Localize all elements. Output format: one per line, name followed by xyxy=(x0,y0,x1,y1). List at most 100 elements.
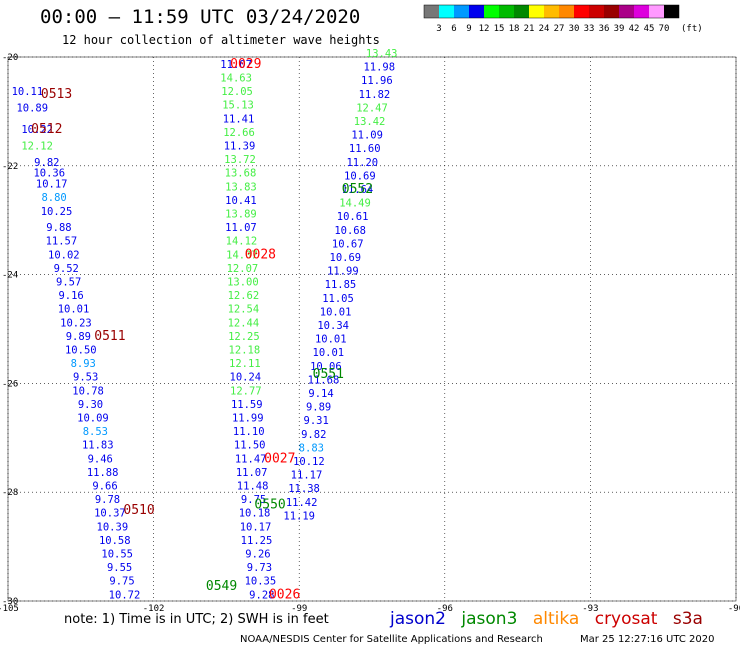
swh-value: 10.12 xyxy=(293,456,325,468)
swh-value: 14.07 xyxy=(226,249,258,261)
x-tick-label: -99 xyxy=(291,604,307,614)
swh-value: 10.17 xyxy=(36,179,68,191)
pass-label: 0026 xyxy=(269,587,300,602)
colorbar-tick-label: 30 xyxy=(569,24,580,34)
swh-value: 12.47 xyxy=(356,102,388,114)
swh-value: 10.01 xyxy=(315,334,347,346)
colorbar-tick-label: 9 xyxy=(466,24,471,34)
colorbar-tick-label: 12 xyxy=(479,24,490,34)
swh-value: 11.10 xyxy=(233,426,265,438)
colorbar-tick-label: 27 xyxy=(554,24,565,34)
swh-value: 8.93 xyxy=(71,358,96,370)
swh-value: 11.07 xyxy=(220,59,252,71)
x-tick-label: -93 xyxy=(582,604,598,614)
swh-value: 11.85 xyxy=(325,279,357,291)
legend-altika: altika xyxy=(532,609,580,629)
swh-value: 9.46 xyxy=(88,453,113,465)
swh-value: 13.72 xyxy=(224,154,256,166)
swh-value: 10.61 xyxy=(337,211,369,223)
colorbar-tick-label: 33 xyxy=(584,24,595,34)
swh-value: 9.75 xyxy=(109,576,134,588)
swh-value: 10.39 xyxy=(97,521,129,533)
swh-value: 11.25 xyxy=(241,535,273,547)
swh-value: 11.60 xyxy=(349,143,381,155)
colorbar-swatch xyxy=(454,5,469,18)
swh-value: 10.01 xyxy=(320,306,352,318)
swh-value: 9.75 xyxy=(241,494,266,506)
swh-value: 11.99 xyxy=(232,412,264,424)
swh-value: 10.01 xyxy=(313,347,345,359)
swh-value: 9.28 xyxy=(249,589,274,601)
swh-value: 11.68 xyxy=(308,374,340,386)
swh-value: 9.82 xyxy=(301,429,326,441)
swh-value: 11.83 xyxy=(82,440,114,452)
swh-value: 9.14 xyxy=(308,388,333,400)
swh-value: 9.30 xyxy=(78,399,103,411)
colorbar-swatch xyxy=(664,5,679,18)
swh-value: 13.43 xyxy=(366,48,398,60)
swh-value: 9.53 xyxy=(73,372,98,384)
swh-value: 9.82 xyxy=(34,157,59,169)
swh-value: 10.55 xyxy=(101,548,133,560)
swh-value: 14.63 xyxy=(220,72,252,84)
colorbar-swatch xyxy=(439,5,454,18)
pass-label: 0028 xyxy=(245,247,276,262)
swh-value: 9.57 xyxy=(56,276,81,288)
swh-value: 11.39 xyxy=(224,140,256,152)
colorbar-swatch xyxy=(424,5,439,18)
colorbar-swatch xyxy=(574,5,589,18)
pass-label: 0552 xyxy=(342,182,373,197)
swh-value: 11.59 xyxy=(231,399,263,411)
swh-value: 12.18 xyxy=(229,344,261,356)
colorbar-tick-label: 6 xyxy=(451,24,456,34)
swh-value: 10.09 xyxy=(77,412,109,424)
colorbar-swatch xyxy=(499,5,514,18)
swh-value: 10.72 xyxy=(109,589,141,601)
swh-value: 9.89 xyxy=(66,331,91,343)
swh-value: 10.23 xyxy=(60,317,92,329)
swh-value: 11.50 xyxy=(234,440,266,452)
pass-label: 0510 xyxy=(123,503,154,518)
pass-label: 0551 xyxy=(313,367,344,382)
swh-value: 13.42 xyxy=(354,116,386,128)
swh-value: 13.68 xyxy=(225,168,257,180)
swh-value: 10.36 xyxy=(33,168,65,180)
swh-value: 11.07 xyxy=(236,467,268,479)
swh-value: 8.83 xyxy=(299,442,324,454)
swh-value: 10.02 xyxy=(48,249,80,261)
swh-value: 11.47 xyxy=(235,453,267,465)
swh-value: 12.12 xyxy=(21,140,53,152)
footer-note: note: 1) Time is in UTC; 2) SWH is in fe… xyxy=(64,612,329,627)
swh-value: 14.49 xyxy=(339,198,371,210)
colorbar-tick-label: 70 xyxy=(659,24,670,34)
pass-label: 0512 xyxy=(31,122,62,137)
colorbar-swatch xyxy=(619,5,634,18)
colorbar: 3 6 9 12 15 18 21 24 27 30 33 36 39 42 45 70 (ft) xyxy=(423,4,703,34)
colorbar-swatch xyxy=(604,5,619,18)
footer-credit: NOAA/NESDIS Center for Satellite Applica… xyxy=(240,634,543,645)
x-tick-label: -90 xyxy=(728,604,740,614)
swh-value: 10.17 xyxy=(240,521,272,533)
swh-value: 11.48 xyxy=(237,480,269,492)
colorbar-swatch xyxy=(559,5,574,18)
colorbar-tick-label: 15 xyxy=(494,24,505,34)
swh-value: 11.19 xyxy=(283,510,315,522)
swh-value: 9.31 xyxy=(304,415,329,427)
swh-value: 13.83 xyxy=(225,181,257,193)
y-tick-label: -28 xyxy=(2,488,18,498)
swh-value: 12.44 xyxy=(228,317,260,329)
swh-value: 10.37 xyxy=(94,508,126,520)
swh-value: 12.77 xyxy=(230,385,262,397)
swh-value: 12.66 xyxy=(223,127,255,139)
y-tick-label: -22 xyxy=(2,162,18,172)
colorbar-swatch xyxy=(634,5,649,18)
x-tick-label: -105 xyxy=(0,604,19,614)
legend-jason2: jason2 xyxy=(390,609,446,629)
pass-label: 0029 xyxy=(230,57,261,72)
swh-value: 8.80 xyxy=(41,192,66,204)
swh-value: 10.69 xyxy=(344,170,376,182)
swh-value: 12.25 xyxy=(228,331,260,343)
swh-value: 12.07 xyxy=(227,263,259,275)
swh-value: 10.67 xyxy=(332,238,364,250)
colorbar-swatch xyxy=(484,5,499,18)
